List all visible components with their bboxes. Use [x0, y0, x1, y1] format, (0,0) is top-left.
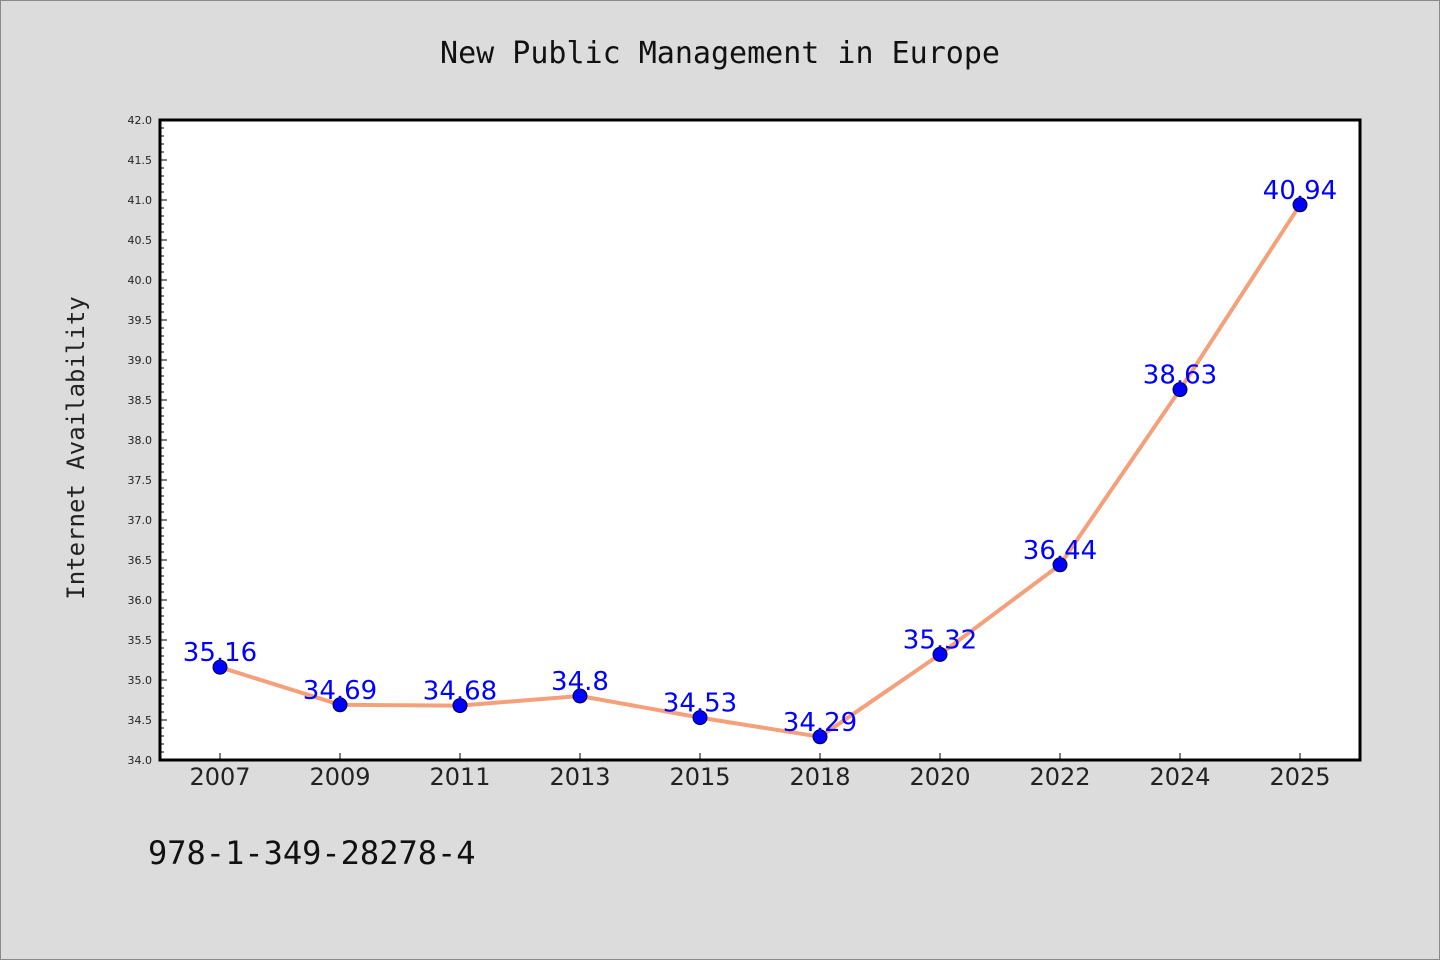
series-layer: 35.16 34.69 34.68 34.8 34.53 34.29 35.32 36.44 3… — [183, 176, 1337, 745]
y-axis-ticks: 34.0 34.5 35.0 35.5 36.0 36.5 37.0 37.5 38.0 38.5… — [128, 114, 167, 767]
y-tick-label: 41.5 — [128, 154, 153, 167]
data-point-marker — [932, 646, 948, 662]
y-tick-label: 35.0 — [128, 674, 153, 687]
data-label: 35.16 — [183, 638, 257, 668]
data-point-marker — [1172, 382, 1188, 398]
data-label: 36.44 — [1023, 536, 1097, 566]
data-label: 40.94 — [1263, 176, 1337, 206]
y-tick-label: 40.5 — [128, 234, 153, 247]
x-tick-label: 2024 — [1149, 763, 1210, 791]
footer-code: 978-1-349-28278-4 — [148, 834, 476, 872]
x-tick-label: 2022 — [1029, 763, 1090, 791]
data-label: 34.68 — [423, 677, 497, 707]
y-tick-label: 42.0 — [128, 114, 153, 127]
y-tick-label: 34.0 — [128, 754, 153, 767]
y-tick-label: 39.0 — [128, 354, 153, 367]
data-point-marker — [572, 688, 588, 704]
x-tick-label: 2009 — [309, 763, 370, 791]
y-tick-label: 38.0 — [128, 434, 153, 447]
x-tick-label: 2018 — [789, 763, 850, 791]
x-axis-ticks: 2007 2009 2011 2013 2015 2018 2020 2022 2024 2025 — [189, 753, 1331, 791]
data-label: 38.63 — [1143, 361, 1217, 391]
data-point-marker — [812, 729, 828, 745]
data-label: 34.53 — [663, 689, 737, 719]
data-point-marker — [1052, 557, 1068, 573]
plot-area — [158, 118, 1362, 762]
y-tick-label: 37.0 — [128, 514, 153, 527]
x-tick-label: 2011 — [429, 763, 490, 791]
y-tick-label: 38.5 — [128, 394, 153, 407]
y-tick-label: 36.5 — [128, 554, 153, 567]
data-point-marker — [452, 698, 468, 714]
data-point-marker — [332, 697, 348, 713]
data-label: 34.69 — [303, 676, 377, 706]
x-tick-label: 2025 — [1269, 763, 1330, 791]
data-label: 34.29 — [783, 708, 857, 738]
x-tick-label: 2013 — [549, 763, 610, 791]
data-label: 34.8 — [551, 667, 609, 697]
x-tick-label: 2015 — [669, 763, 730, 791]
y-tick-label: 41.0 — [128, 194, 153, 207]
y-tick-label: 40.0 — [128, 274, 153, 287]
data-point-marker — [212, 659, 228, 675]
y-axis-label: Internet Availability — [62, 296, 90, 599]
y-tick-label: 39.5 — [128, 314, 153, 327]
y-tick-label: 36.0 — [128, 594, 153, 607]
series-line — [218, 202, 1302, 739]
data-point-marker — [692, 710, 708, 726]
x-tick-label: 2007 — [189, 763, 250, 791]
data-label: 35.32 — [903, 625, 977, 655]
x-tick-label: 2020 — [909, 763, 970, 791]
data-point-marker — [1292, 197, 1308, 213]
chart-title: New Public Management in Europe — [440, 36, 1000, 71]
y-tick-label: 34.5 — [128, 714, 153, 727]
y-tick-label: 37.5 — [128, 474, 153, 487]
y-tick-label: 35.5 — [128, 634, 153, 647]
